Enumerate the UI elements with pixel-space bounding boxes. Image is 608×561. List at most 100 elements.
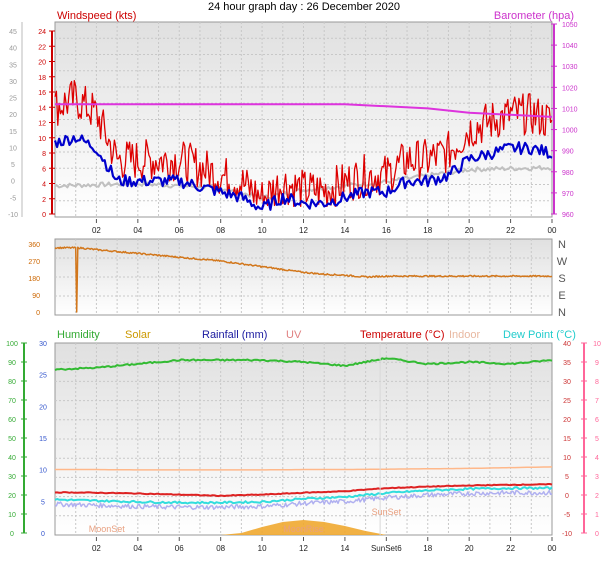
temp-axis-tick: 25 [563, 398, 571, 405]
baro-axis-tick: 960 [562, 212, 574, 219]
temp-axis-tick: 35 [563, 360, 571, 367]
temp-x-tick: 08 [216, 544, 225, 553]
wind-x-tick: 08 [216, 226, 225, 235]
rain-axis-tick: 5 [41, 499, 45, 506]
far-left-tick: 35 [9, 62, 17, 69]
legend-item: Temperature (°C) [360, 329, 444, 341]
far-left-tick: 45 [9, 29, 17, 36]
wind-x-tick: 02 [92, 226, 101, 235]
temp-x-tick: 00 [548, 544, 557, 553]
direction-axis-tick: 0 [36, 310, 40, 317]
direction-axis-tick: 360 [28, 242, 40, 249]
wind-x-tick: 06 [175, 226, 184, 235]
temp-x-tick: 06 [175, 544, 184, 553]
wind-axis-tick: 22 [38, 44, 46, 51]
temp-x-tick: 04 [133, 544, 142, 553]
baro-axis-tick: 1030 [562, 64, 578, 71]
far-left-tick: 15 [9, 129, 17, 136]
rain-axis-tick: 15 [39, 436, 47, 443]
uv-axis-tick: 0 [595, 531, 599, 538]
wind-x-tick: 12 [299, 226, 308, 235]
wind-axis-tick: 20 [38, 60, 46, 67]
uv-axis-tick: 7 [595, 398, 599, 405]
uv-axis-tick: 5 [595, 436, 599, 443]
baro-axis-tick: 1000 [562, 128, 578, 135]
rain-axis-tick: 30 [39, 341, 47, 348]
humidity-axis-tick: 50 [8, 436, 16, 443]
wind-x-tick: 18 [423, 226, 432, 235]
wind-axis-tick: 12 [38, 121, 46, 128]
uv-axis-tick: 8 [595, 379, 599, 386]
sunset-label: SunSet [372, 507, 402, 517]
temp-x-tick: 22 [506, 544, 515, 553]
wind-x-tick: 16 [382, 226, 391, 235]
humidity-axis-tick: 80 [8, 379, 16, 386]
uv-axis-tick: 9 [595, 360, 599, 367]
baro-axis-tick: 1050 [562, 22, 578, 29]
humidity-axis-tick: 100 [6, 341, 18, 348]
wind-axis-tick: 14 [38, 105, 46, 112]
baro-axis-tick: 1020 [562, 85, 578, 92]
humidity-axis-tick: 10 [8, 512, 16, 519]
compass-label: N [558, 239, 566, 251]
temp-x-tick: 20 [465, 544, 474, 553]
direction-axis-tick: 90 [32, 293, 40, 300]
far-left-tick: -10 [8, 212, 18, 219]
baro-axis-tick: 1040 [562, 43, 578, 50]
baro-axis-tick: 970 [562, 191, 574, 198]
temp-axis-tick: 15 [563, 436, 571, 443]
uv-axis-tick: 10 [593, 341, 601, 348]
temp-axis-tick: 0 [565, 493, 569, 500]
humidity-axis-tick: 60 [8, 417, 16, 424]
temp-x-tick: 02 [92, 544, 101, 553]
wind-axis-tick: 2 [42, 197, 46, 204]
legend-item: Rainfall (mm) [202, 329, 267, 341]
windspeed-avg-line [53, 134, 553, 211]
baro-axis-tick: 1010 [562, 106, 578, 113]
compass-label: N [558, 307, 566, 319]
dewpoint-trace [54, 489, 553, 511]
moonset-label: MoonSet [89, 524, 126, 534]
temp-axis-tick: 5 [565, 474, 569, 481]
uv-axis-tick: 1 [595, 512, 599, 519]
rain-axis-tick: 25 [39, 373, 47, 380]
wind-axis-tick: 18 [38, 75, 46, 82]
wind-x-tick: 20 [465, 226, 474, 235]
rain-axis-tick: 0 [41, 531, 45, 538]
humidity-line [54, 357, 553, 372]
temp-axis-tick: 40 [563, 341, 571, 348]
windspeed-gust-line [54, 80, 553, 208]
dewpoint-line [54, 486, 553, 505]
baro-axis-label: Barometer (hpa) [494, 10, 574, 22]
temp-x-tick: SunSet6 [371, 544, 402, 553]
wind-axis-tick: 6 [42, 166, 46, 173]
far-left-tick: 10 [9, 145, 17, 152]
uv-axis-tick: 3 [595, 474, 599, 481]
temp-x-tick: 12 [299, 544, 308, 553]
humidity-axis-tick: 70 [8, 398, 16, 405]
far-left-tick: -5 [10, 195, 16, 202]
legend-item: UV [286, 329, 302, 341]
temp-x-tick: 18 [423, 544, 432, 553]
rain-axis-tick: 10 [39, 468, 47, 475]
uv-axis-tick: 4 [595, 455, 599, 462]
far-left-tick: 40 [9, 46, 17, 53]
compass-label: W [557, 256, 568, 268]
barometer-line [55, 103, 553, 118]
wind-x-tick: 00 [548, 226, 557, 235]
temp-axis-tick: -5 [564, 512, 570, 519]
wind-axis-label: Windspeed (kts) [57, 10, 136, 22]
wind-axis-tick: 16 [38, 90, 46, 97]
solar-area [220, 520, 387, 535]
humidity-axis-tick: 90 [8, 360, 16, 367]
temp-axis-tick: -10 [562, 531, 572, 538]
wind-direction-line [54, 246, 553, 313]
temp-x-tick: 14 [340, 544, 349, 553]
far-left-tick: 5 [11, 162, 15, 169]
compass-label: E [558, 290, 565, 302]
wind-axis-tick: 24 [38, 29, 46, 36]
far-left-tick: 25 [9, 96, 17, 103]
wind-axis-tick: 8 [42, 151, 46, 158]
direction-axis-tick: 270 [28, 259, 40, 266]
